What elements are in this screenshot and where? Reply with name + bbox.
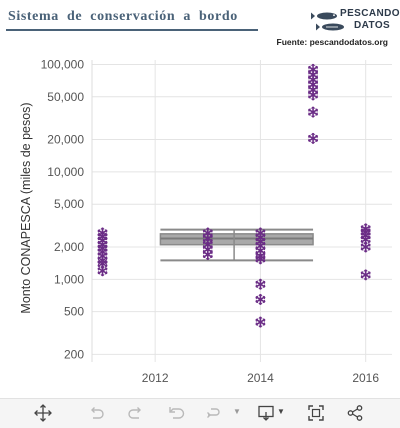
x-tick-label: 2016 bbox=[352, 371, 379, 385]
logo-line-2: DATOS bbox=[354, 20, 391, 31]
y-axis-label: Monto CONAPESCA (miles de pesos) bbox=[19, 102, 33, 313]
share-icon[interactable] bbox=[344, 403, 366, 423]
download-icon[interactable] bbox=[255, 403, 277, 423]
data-point bbox=[255, 278, 266, 290]
y-tick-label: 200 bbox=[64, 347, 84, 361]
x-tick-label: 2014 bbox=[247, 371, 274, 385]
tick-labels-layer: 100,000 50,000 20,000 10,000 5,000 2,000 1,000… bbox=[41, 57, 380, 385]
data-point bbox=[255, 316, 266, 328]
data-point bbox=[308, 89, 319, 101]
fish-logo-icon bbox=[311, 12, 344, 31]
revert-icon[interactable] bbox=[165, 403, 187, 423]
refresh-menu-caret-icon[interactable]: ▼ bbox=[233, 407, 241, 416]
data-point bbox=[202, 249, 213, 261]
move-arrows-icon[interactable] bbox=[32, 403, 54, 423]
grid-layer bbox=[91, 60, 392, 362]
scatter-chart: 100,000 50,000 20,000 10,000 5,000 2,000 1,000… bbox=[19, 57, 392, 385]
redo-icon[interactable] bbox=[125, 403, 147, 423]
logo-line-1: PESCANDO bbox=[340, 8, 400, 19]
x-tick-label: 2012 bbox=[142, 371, 169, 385]
data-point bbox=[308, 106, 319, 118]
y-tick-label: 100,000 bbox=[41, 57, 85, 71]
points-layer bbox=[97, 63, 371, 328]
data-point bbox=[97, 265, 108, 277]
fullscreen-icon[interactable] bbox=[305, 403, 327, 423]
data-point bbox=[360, 233, 371, 246]
y-tick-label: 5,000 bbox=[54, 197, 84, 211]
refresh-icon[interactable] bbox=[202, 403, 224, 423]
data-point bbox=[255, 293, 266, 305]
title-underline bbox=[6, 29, 258, 31]
data-point bbox=[360, 241, 371, 253]
chart-toolbar: ▼ ▼ bbox=[0, 398, 400, 428]
y-tick-label: 2,000 bbox=[54, 240, 84, 254]
y-tick-label: 1,000 bbox=[54, 272, 84, 286]
y-tick-label: 500 bbox=[64, 305, 84, 319]
source-note: Fuente: pescandodatos.org bbox=[276, 37, 388, 47]
y-tick-label: 20,000 bbox=[47, 133, 84, 147]
data-point bbox=[360, 269, 371, 281]
y-tick-label: 50,000 bbox=[47, 90, 84, 104]
pescando-datos-logo: PESCANDO DATOS bbox=[310, 8, 399, 34]
data-point bbox=[308, 132, 319, 144]
download-menu-caret-icon[interactable]: ▼ bbox=[277, 407, 285, 416]
y-tick-label: 10,000 bbox=[47, 165, 84, 179]
box-plot-layer bbox=[159, 228, 314, 262]
data-point bbox=[255, 253, 266, 265]
chart-title: Sistema de conservación a bordo bbox=[8, 9, 238, 24]
undo-icon[interactable] bbox=[85, 403, 107, 423]
